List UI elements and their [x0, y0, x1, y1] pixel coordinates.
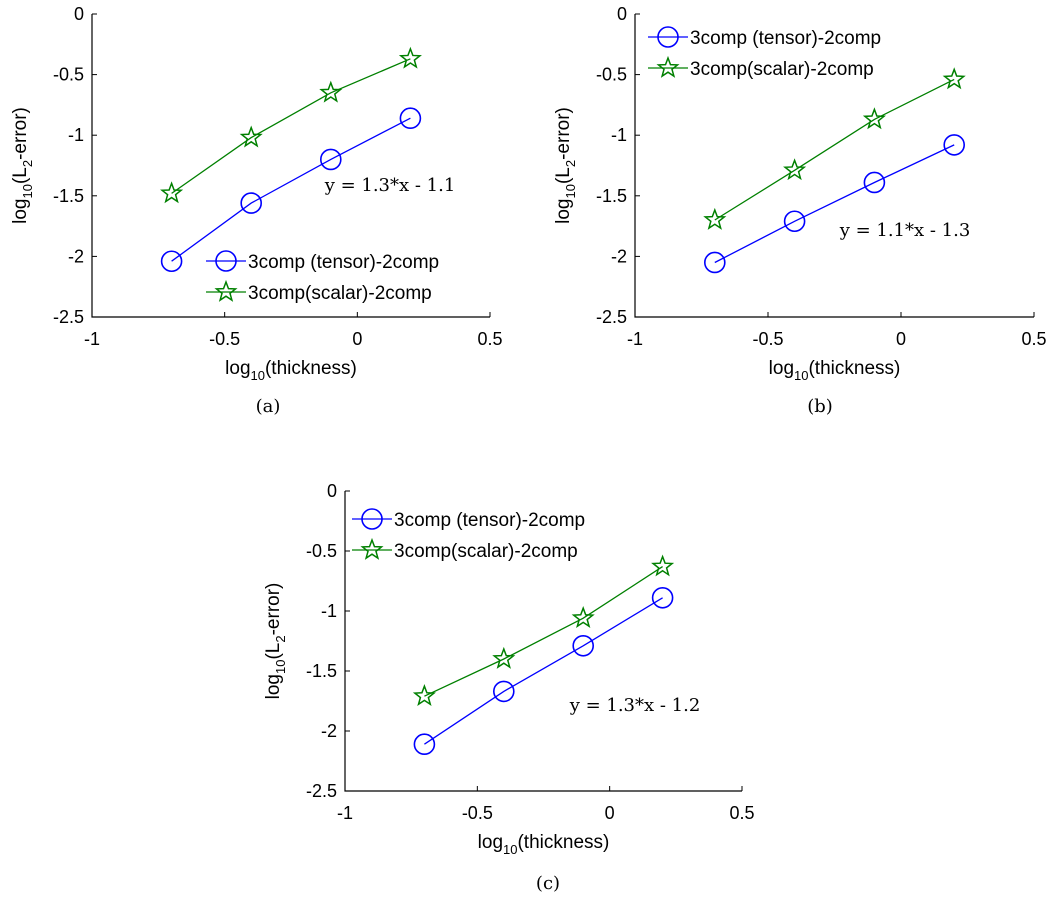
y-tick-label: -2.5	[596, 307, 627, 327]
x-tick-label: 0.5	[729, 803, 754, 823]
data-point-0	[160, 250, 183, 273]
data-point-0	[783, 210, 806, 233]
x-tick-label: 0.5	[1021, 329, 1046, 349]
data-point-1	[160, 181, 184, 204]
data-point-1	[571, 606, 595, 629]
legend-entry: 3comp(scalar)-2comp	[248, 283, 432, 304]
axis-lines	[344, 491, 742, 792]
panel-caption: (a)	[256, 396, 281, 417]
data-point-0	[399, 107, 422, 130]
y-tick-label: -1	[68, 125, 84, 145]
y-tick-label: -1	[321, 601, 337, 621]
data-point-1	[319, 80, 343, 103]
y-tick-label: 0	[617, 4, 627, 24]
data-point-1	[492, 646, 516, 669]
x-axis-label: log10(thickness)	[769, 358, 901, 383]
data-point-1	[412, 684, 436, 707]
data-point-1	[703, 207, 727, 230]
y-tick-label: -2.5	[306, 781, 337, 801]
data-point-0	[943, 134, 966, 156]
data-point-0	[319, 148, 342, 171]
legend-entry: 3comp(scalar)-2comp	[690, 59, 874, 80]
legend-entry: 3comp (tensor)-2comp	[690, 28, 881, 49]
y-tick-label: 0	[327, 481, 337, 501]
legend-marker	[656, 55, 680, 78]
x-tick-label: -1	[337, 803, 353, 823]
data-point-1	[239, 125, 263, 148]
y-tick-label: -2	[321, 721, 337, 741]
y-tick-label: -1.5	[53, 186, 84, 206]
series-line-0	[171, 117, 411, 262]
fit-equation: y = 1.1*x - 1.3	[839, 220, 971, 241]
legend-entry: 3comp(scalar)-2comp	[394, 541, 578, 562]
data-point-0	[863, 171, 886, 194]
series-line-1	[424, 566, 663, 697]
legend-marker	[657, 26, 679, 48]
y-axis-label: log10(L2-error)	[10, 107, 35, 224]
series-line-1	[171, 58, 411, 194]
y-tick-label: -0.5	[596, 65, 627, 85]
x-tick-label: 0	[352, 329, 362, 349]
panel-b: -1 -0.5 0 0.5 0 -0.5 -1 -1.5 -2 -2.5 log10(thickne…	[553, 4, 1047, 417]
x-tick-label: -1	[627, 329, 643, 349]
data-point-0	[651, 586, 674, 609]
legend-marker	[214, 279, 238, 302]
y-tick-label: 0	[74, 4, 84, 24]
x-tick-label: 0	[605, 803, 615, 823]
y-tick-label: -2.5	[53, 307, 84, 327]
panel-c: -1 -0.5 0 0.5 0 -0.5 -1 -1.5 -2 -2.5 log10(thickne…	[263, 481, 755, 894]
series-line-0	[424, 597, 663, 745]
x-tick-label: -0.5	[462, 803, 493, 823]
y-tick-label: -1	[611, 125, 627, 145]
fit-equation: y = 1.3*x - 1.2	[569, 695, 701, 716]
data-point-1	[862, 107, 886, 130]
data-point-1	[783, 158, 807, 181]
y-axis-label: log10(L2-error)	[263, 583, 288, 700]
data-point-0	[413, 733, 436, 756]
y-tick-label: -2	[68, 246, 84, 266]
x-tick-label: -1	[84, 329, 100, 349]
data-point-1	[942, 67, 966, 90]
x-tick-label: -0.5	[209, 329, 240, 349]
data-point-0	[572, 634, 595, 657]
data-point-0	[703, 251, 726, 274]
y-tick-label: -1.5	[596, 186, 627, 206]
data-point-0	[240, 192, 262, 214]
panel-caption: (c)	[536, 873, 560, 894]
data-point-1	[398, 46, 422, 69]
fit-equation: y = 1.3*x - 1.1	[324, 175, 456, 196]
x-axis-label: log10(thickness)	[225, 358, 357, 383]
x-tick-label: -0.5	[752, 329, 783, 349]
x-tick-label: 0.5	[477, 329, 502, 349]
legend-entry: 3comp (tensor)-2comp	[248, 252, 439, 273]
legend-marker	[215, 250, 237, 272]
data-point-0	[492, 680, 515, 703]
x-tick-label: 0	[896, 329, 906, 349]
series-line-1	[714, 78, 955, 221]
y-axis-label: log10(L2-error)	[553, 107, 578, 224]
series-line-0	[714, 144, 955, 264]
panel-caption: (b)	[807, 396, 833, 417]
legend-marker	[361, 508, 383, 530]
y-tick-label: -2	[611, 246, 627, 266]
data-point-1	[651, 554, 675, 577]
x-axis-label: log10(thickness)	[478, 832, 610, 857]
panel-a: -1 -0.5 0 0.5 0 -0.5 -1 -1.5 -2 -2.5 log10(thickne…	[10, 4, 503, 417]
legend-entry: 3comp (tensor)-2comp	[394, 510, 585, 531]
legend-marker	[360, 537, 384, 560]
y-tick-label: -0.5	[53, 65, 84, 85]
y-tick-label: -1.5	[306, 661, 337, 681]
y-tick-label: -0.5	[306, 541, 337, 561]
